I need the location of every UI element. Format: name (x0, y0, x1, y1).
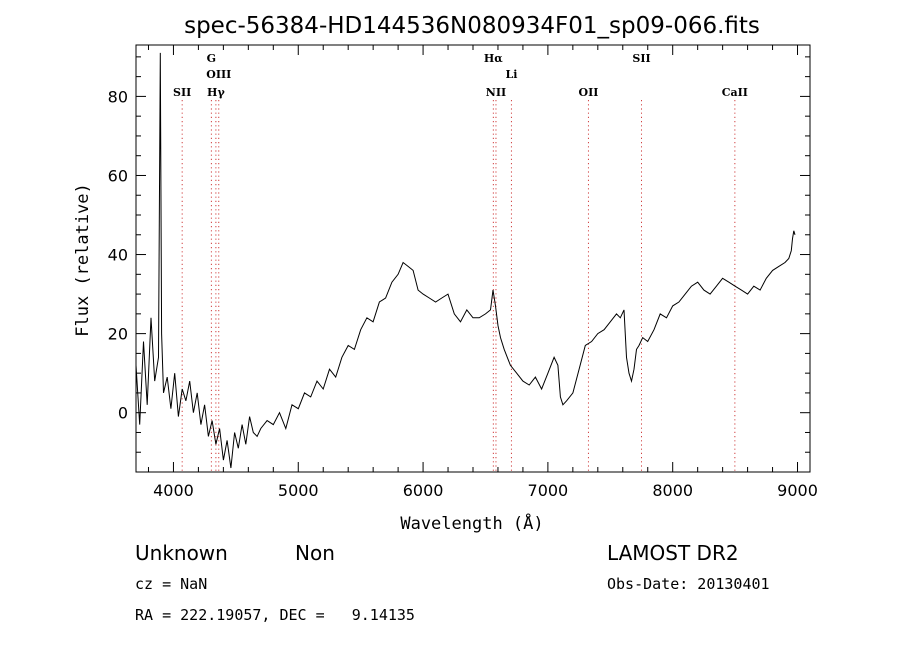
x-axis-label: Wavelength (Å) (400, 512, 543, 534)
y-tick-label: 0 (118, 404, 128, 423)
y-tick-label: 40 (108, 246, 128, 265)
spectral-line-markers: SII G OIII Hγ Hα NII Li OII SII CaII (173, 52, 748, 472)
axis-ticks: 4000 5000 6000 7000 8000 9000 0 20 40 60 80 (108, 45, 818, 500)
coordinates-readout: RA = 222.19057, DEC = 9.14135 (135, 606, 415, 624)
x-tick-label: 8000 (652, 481, 693, 500)
plot-frame (135, 44, 811, 473)
y-tick-label: 20 (108, 325, 128, 344)
spectral-line-label: SII (173, 86, 191, 99)
object-class: Unknown (135, 541, 228, 565)
y-tick-label: 60 (108, 166, 128, 185)
object-subclass: Non (295, 541, 335, 565)
x-tick-label: 9000 (777, 481, 818, 500)
y-tick-label: 80 (108, 87, 128, 106)
spectral-line-label: OIII (206, 68, 231, 81)
observation-date: Obs-Date: 20130401 (607, 575, 770, 593)
x-tick-label: 5000 (278, 481, 319, 500)
spectral-line-label: Hγ (207, 86, 225, 99)
chart-title: spec-56384-HD144536N080934F01_sp09-066.f… (184, 13, 760, 39)
spectral-line-label: SII (632, 52, 650, 65)
x-tick-label: 7000 (528, 481, 569, 500)
spectral-line-label: Li (505, 68, 517, 81)
spectral-line-label: Hα (484, 52, 503, 65)
survey-name: LAMOST DR2 (607, 541, 739, 565)
redshift-readout: cz = NaN (135, 575, 207, 593)
spectral-line-label: OII (579, 86, 599, 99)
spectral-line-label: CaII (722, 86, 748, 99)
x-tick-label: 4000 (153, 481, 194, 500)
spectral-line-label: G (207, 52, 216, 65)
spectrum-line (135, 52, 796, 469)
spectral-line-label: NII (486, 86, 506, 99)
y-axis-label: Flux (relative) (73, 183, 93, 337)
x-tick-label: 6000 (403, 481, 444, 500)
